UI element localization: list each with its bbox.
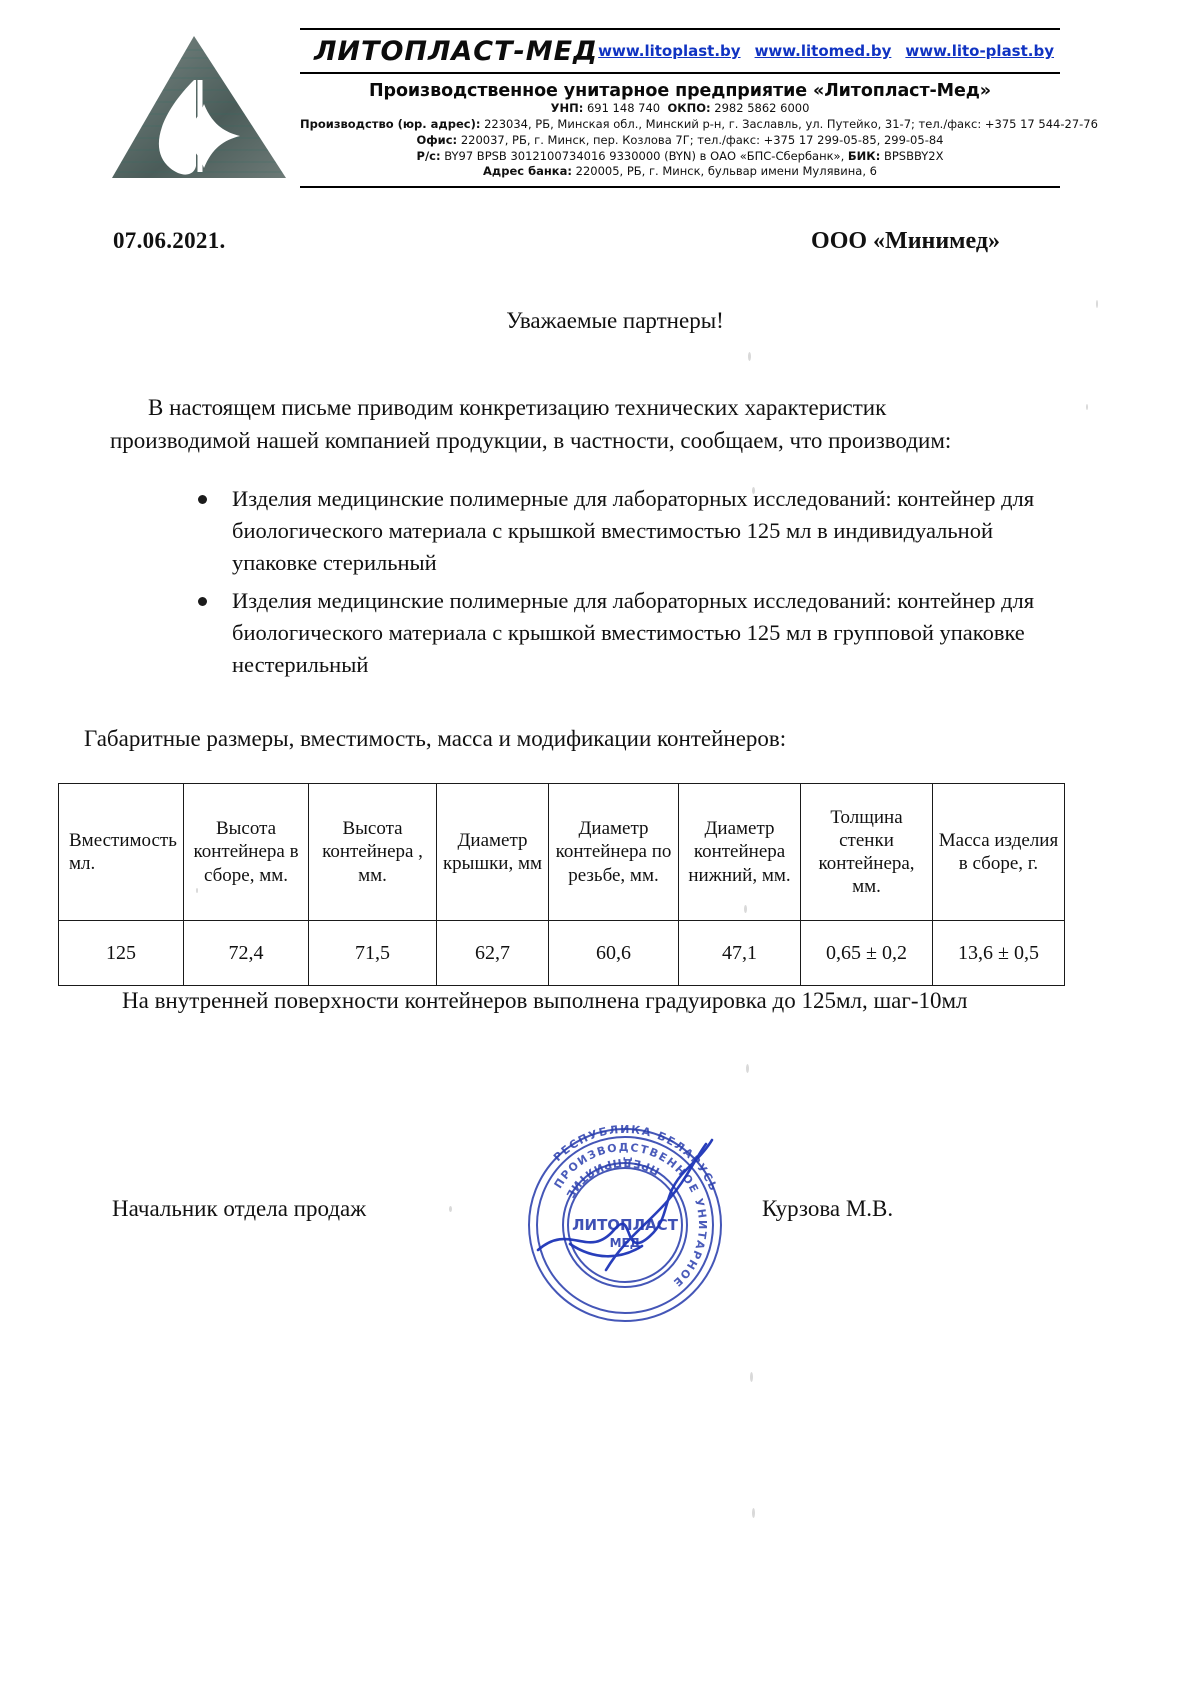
unp-label: УНП:	[550, 101, 584, 115]
office-value: 220037, РБ, г. Минск, пер. Козлова 7Г; т…	[460, 132, 944, 147]
letter-salutation: Уважаемые партнеры!	[506, 308, 724, 333]
column-header-capacity: Вместимость мл.	[58, 783, 184, 921]
column-header-assembled-height: Высота контейнера в сборе, мм.	[183, 783, 309, 921]
company-full-name: Производственное унитарное предприятие «…	[369, 81, 991, 101]
cell-capacity: 125	[58, 920, 184, 986]
production-value: 223034, РБ, Минская обл., Минский р-н, г…	[484, 116, 1098, 131]
table-header-row: Вместимость мл. Высота контейнера в сбор…	[58, 783, 1065, 921]
brand-wordmark: ЛИТОПЛАСТ-МЕД	[314, 35, 599, 67]
cell-bottom-diameter: 47,1	[678, 920, 801, 986]
list-item: Изделия медицинские полимерные для лабор…	[186, 483, 1056, 579]
bank-account: Р/с: BY97 BPSB 3012100734016 9330000 (BY…	[300, 149, 1060, 165]
website-link-litoplast-alt[interactable]: www.lito-plast.by	[905, 42, 1054, 60]
cell-thread-diameter: 60,6	[548, 920, 679, 986]
bank-address: Адрес банка: 220005, РБ, г. Минск, бульв…	[300, 164, 1060, 180]
office-label: Офис:	[416, 132, 458, 147]
column-header-bottom-diameter: Диаметр контейнера нижний, мм.	[678, 783, 801, 921]
bic-label: БИК:	[847, 148, 881, 163]
okpo-value: 2982 5862 6000	[714, 101, 810, 115]
bic-value: BPSBBY2X	[883, 148, 944, 163]
letter-date: 07.06.2021.	[113, 228, 226, 253]
company-logo-icon	[108, 32, 298, 182]
cell-container-height: 71,5	[308, 920, 437, 986]
signatory-name: Курзова М.В.	[762, 1196, 894, 1221]
website-link-litomed[interactable]: www.litomed.by	[754, 42, 892, 60]
unp-value: 691 148 740	[586, 101, 661, 115]
signatory-position: Начальник отдела продаж	[112, 1196, 367, 1221]
letter-intro-paragraph: В настоящем письме приводим конкретизаци…	[110, 395, 952, 453]
column-header-lid-diameter: Диаметр крышки, мм	[436, 783, 549, 921]
product-list: Изделия медицинские полимерные для лабор…	[186, 483, 1056, 687]
svg-text:ЛИТОПЛАСТ: ЛИТОПЛАСТ	[572, 1216, 679, 1234]
svg-text:МЕД: МЕД	[610, 1236, 641, 1250]
production-address: Производство (юр. адрес): 223034, РБ, Ми…	[300, 116, 1098, 133]
svg-text:ПРЕДПРИЯТИЕ: ПРЕДПРИЯТИЕ	[563, 1156, 662, 1202]
letterhead: ЛИТОПЛАСТ-МЕД www.litoplast.by www.litom…	[0, 0, 1200, 200]
bank-address-value: 220005, РБ, г. Минск, бульвар имени Муля…	[575, 164, 877, 179]
column-header-thread-diameter: Диаметр контейнера по резьбе, мм.	[548, 783, 679, 921]
letterhead-divider	[300, 186, 1060, 189]
bank-address-label: Адрес банка:	[483, 164, 572, 179]
table-row: 125 72,4 71,5 62,7 60,6 47,1 0,65 ± 0,2 …	[58, 920, 1065, 986]
account-label: Р/с:	[416, 148, 441, 163]
letterhead-text: ЛИТОПЛАСТ-МЕД www.litoplast.by www.litom…	[300, 28, 1098, 189]
registration-numbers: УНП: 691 148 740 ОКПО: 2982 5862 6000	[300, 101, 1060, 117]
website-links[interactable]: www.litoplast.by www.litomed.by www.lito…	[598, 42, 1060, 60]
cell-wall-thickness: 0,65 ± 0,2	[800, 920, 933, 986]
website-link-litoplast[interactable]: www.litoplast.by	[598, 42, 741, 60]
production-label: Производство (юр. адрес):	[300, 116, 481, 131]
specifications-table: Вместимость мл. Высота контейнера в сбор…	[58, 783, 1065, 986]
cell-mass: 13,6 ± 0,5	[932, 920, 1065, 986]
svg-text:ПРОИЗВОДСТВЕННОЕ УНИТАРНОЕ: ПРОИЗВОДСТВЕННОЕ УНИТАРНОЕ	[552, 1141, 709, 1290]
letterhead-top-row: ЛИТОПЛАСТ-МЕД www.litoplast.by www.litom…	[300, 28, 1060, 74]
company-stamp-icon: РЕСПУБЛИКА БЕЛАРУСЬ ПРОИЗВОДСТВЕННОЕ УНИ…	[510, 1110, 740, 1340]
office-address: Офис: 220037, РБ, г. Минск, пер. Козлова…	[300, 133, 1060, 149]
column-header-mass: Масса изделия в сборе, г.	[932, 783, 1065, 921]
letter-addressee: ООО «Минимед»	[811, 228, 1000, 254]
table-caption: Габаритные размеры, вместимость, масса и…	[84, 726, 787, 751]
cell-lid-diameter: 62,7	[436, 920, 549, 986]
account-value: BY97 BPSB 3012100734016 9330000 (BYN) в …	[444, 148, 845, 163]
okpo-label: ОКПО:	[667, 101, 711, 115]
svg-text:РЕСПУБЛИКА БЕЛАРУСЬ: РЕСПУБЛИКА БЕЛАРУСЬ	[551, 1123, 721, 1194]
list-item: Изделия медицинские полимерные для лабор…	[186, 585, 1056, 681]
cell-assembled-height: 72,4	[183, 920, 309, 986]
graduation-note: На внутренней поверхности контейнеров вы…	[122, 988, 968, 1013]
column-header-wall-thickness: Толщина стенки контейнера, мм.	[800, 783, 933, 921]
column-header-container-height: Высота контейнера , мм.	[308, 783, 437, 921]
